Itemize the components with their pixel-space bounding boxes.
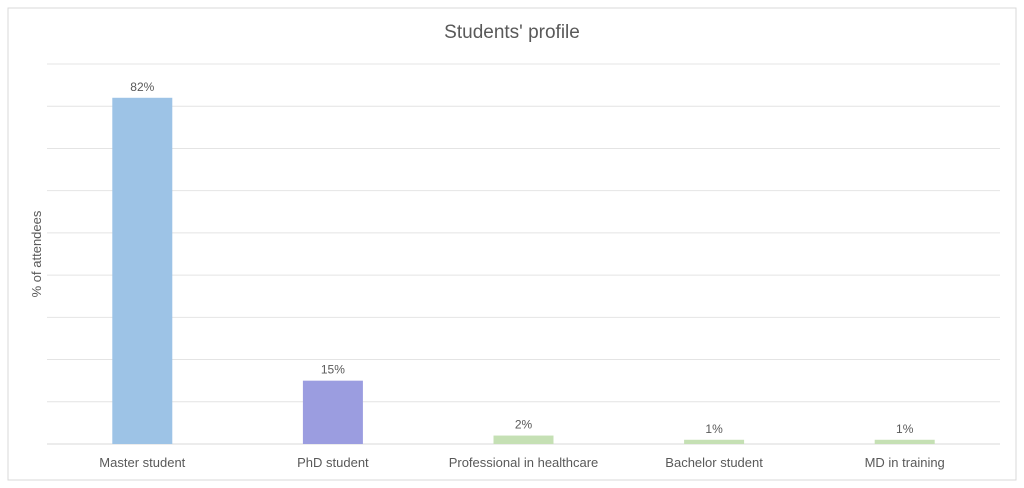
bar [684, 439, 745, 444]
data-label: 1% [896, 422, 914, 436]
x-tick-label: MD in training [865, 455, 945, 470]
y-axis-label: % of attendees [29, 210, 44, 297]
data-label: 1% [705, 422, 723, 436]
data-label: 82% [130, 80, 154, 94]
bar [874, 439, 935, 444]
gridlines [47, 63, 1000, 445]
x-tick-label: Bachelor student [665, 455, 763, 470]
bars: 82% Master student 15% PhD student 2% Profess… [99, 80, 945, 470]
x-tick-label: Master student [99, 455, 185, 470]
chart-title: Students' profile [444, 22, 580, 43]
bar [302, 380, 363, 444]
bar [493, 435, 554, 444]
data-label: 2% [515, 418, 533, 432]
x-tick-label: PhD student [297, 455, 369, 470]
data-label: 15% [321, 363, 345, 377]
bar [112, 97, 173, 445]
x-tick-label: Professional in healthcare [449, 455, 599, 470]
